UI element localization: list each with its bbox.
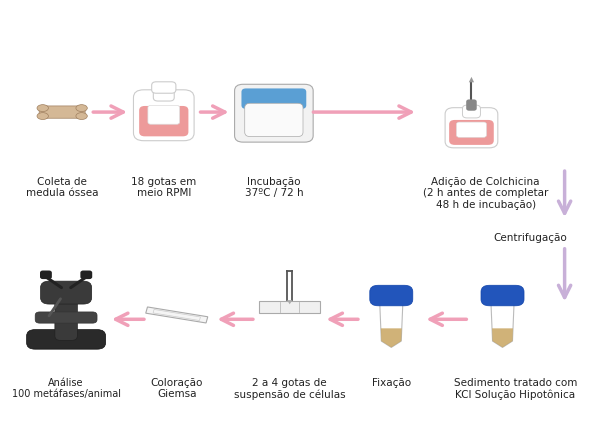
FancyBboxPatch shape bbox=[466, 99, 477, 111]
Polygon shape bbox=[491, 296, 514, 348]
Text: Coleta de
medula óssea: Coleta de medula óssea bbox=[26, 177, 98, 198]
FancyBboxPatch shape bbox=[242, 88, 306, 109]
Ellipse shape bbox=[37, 105, 48, 111]
FancyBboxPatch shape bbox=[139, 106, 189, 136]
FancyBboxPatch shape bbox=[481, 285, 524, 306]
FancyBboxPatch shape bbox=[369, 285, 413, 306]
FancyBboxPatch shape bbox=[35, 312, 97, 323]
FancyBboxPatch shape bbox=[148, 106, 180, 124]
Ellipse shape bbox=[76, 113, 87, 120]
FancyBboxPatch shape bbox=[152, 82, 176, 93]
Text: 2 a 4 gotas de
suspensão de células: 2 a 4 gotas de suspensão de células bbox=[234, 378, 346, 400]
FancyBboxPatch shape bbox=[462, 105, 480, 118]
FancyBboxPatch shape bbox=[245, 103, 303, 136]
FancyBboxPatch shape bbox=[39, 106, 85, 118]
Polygon shape bbox=[469, 77, 474, 82]
Polygon shape bbox=[146, 307, 208, 323]
FancyBboxPatch shape bbox=[456, 122, 487, 137]
Text: 18 gotas em
meio RPMI: 18 gotas em meio RPMI bbox=[131, 177, 196, 198]
FancyBboxPatch shape bbox=[55, 290, 77, 341]
Text: Centrifugação: Centrifugação bbox=[494, 233, 568, 243]
Text: Sedimento tratado com
KCl Solução Hipotônica: Sedimento tratado com KCl Solução Hipotô… bbox=[454, 378, 577, 400]
FancyBboxPatch shape bbox=[80, 271, 92, 279]
Polygon shape bbox=[381, 328, 402, 348]
FancyBboxPatch shape bbox=[40, 281, 92, 304]
FancyBboxPatch shape bbox=[154, 86, 174, 101]
FancyBboxPatch shape bbox=[27, 330, 106, 349]
FancyBboxPatch shape bbox=[133, 90, 194, 141]
Text: Coloração
Giemsa: Coloração Giemsa bbox=[151, 378, 203, 399]
FancyBboxPatch shape bbox=[449, 120, 494, 145]
FancyBboxPatch shape bbox=[445, 108, 498, 148]
Text: Incubação
37ºC / 72 h: Incubação 37ºC / 72 h bbox=[245, 177, 303, 198]
Text: Adição de Colchicina
(2 h antes de completar
48 h de incubação): Adição de Colchicina (2 h antes de compl… bbox=[423, 177, 548, 210]
Ellipse shape bbox=[76, 105, 87, 111]
Text: Análise
100 metáfases/animal: Análise 100 metáfases/animal bbox=[12, 378, 121, 399]
Polygon shape bbox=[287, 300, 292, 304]
FancyBboxPatch shape bbox=[234, 84, 313, 142]
Polygon shape bbox=[380, 296, 403, 348]
FancyBboxPatch shape bbox=[40, 271, 52, 279]
Text: Fixação: Fixação bbox=[372, 378, 411, 388]
Polygon shape bbox=[492, 328, 513, 348]
Polygon shape bbox=[259, 301, 321, 313]
Ellipse shape bbox=[37, 113, 48, 120]
